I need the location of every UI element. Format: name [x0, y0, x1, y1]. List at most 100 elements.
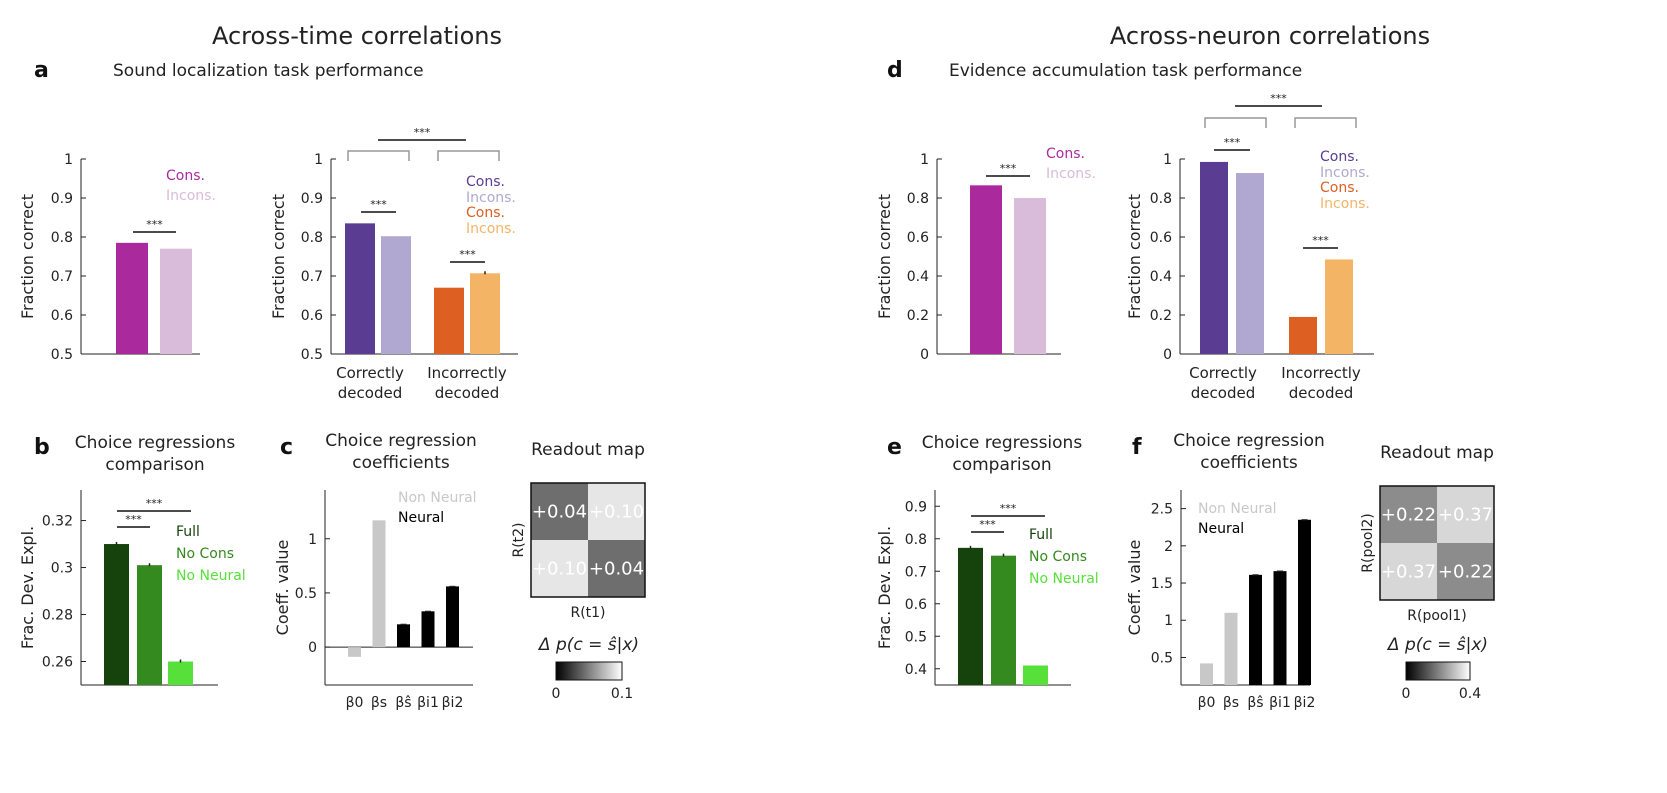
x-category-label: βi1: [417, 695, 439, 711]
significance-stars: ***: [1312, 234, 1329, 247]
x-category-label: βi2: [442, 695, 464, 711]
y-tick-label: 0.32: [42, 514, 73, 530]
y-tick-label: 0.7: [301, 269, 323, 285]
y-tick-label: 0.4: [1150, 269, 1172, 285]
y-tick-label: 0.9: [905, 499, 927, 515]
colorbar-tick: 0: [552, 686, 561, 702]
bar: [1023, 665, 1048, 685]
bar: [1249, 574, 1262, 685]
bar: [1298, 519, 1311, 685]
y-tick-label: 0.2: [907, 308, 929, 324]
y-tick-label: 0.26: [42, 655, 73, 671]
bar: [160, 248, 192, 354]
y-tick-label: 0: [920, 347, 929, 363]
legend-entry: No Cons: [1029, 549, 1087, 565]
panel-letter-b: b: [34, 435, 50, 460]
heatmap-y-label: R(pool2): [1360, 513, 1376, 572]
legend-entry: No Neural: [1029, 571, 1099, 587]
bar: [168, 661, 193, 685]
heatmap-cell-value: +0.10: [532, 559, 587, 580]
bar: [1224, 612, 1238, 685]
heatmap-title: Readout map: [531, 440, 645, 460]
significance-stars: ***: [146, 218, 163, 231]
bar: [1236, 173, 1264, 354]
legend-entry: Incons.: [1320, 165, 1370, 181]
panel-letter-d: d: [887, 58, 903, 83]
heatmap-cell-value: +0.37: [1438, 505, 1493, 526]
bar: [104, 544, 129, 685]
panel-d_right: 0 0.2 0.4 0.6 0.8 1 Fraction correct Correctly d…: [1125, 92, 1374, 402]
y-tick-label: 1: [1163, 152, 1172, 168]
heatmap-border: [1379, 485, 1495, 601]
panel-d_left: 0 0.2 0.4 0.6 0.8 1 Fraction correct d Evidence …: [875, 58, 1302, 363]
bar: [470, 273, 500, 354]
y-tick-label: 0.5: [295, 586, 317, 602]
colorbar-tick: 0: [1402, 686, 1411, 702]
panel-letter-e: e: [887, 435, 902, 460]
legend-entry: Non Neural: [1198, 501, 1277, 517]
x-category-label: βŝ: [395, 695, 411, 711]
bar: [446, 586, 459, 648]
colorbar: [1405, 661, 1471, 681]
x-category-label: β0: [1198, 695, 1216, 711]
significance-stars: ***: [1270, 92, 1287, 105]
panel-title: Sound localization task performance: [113, 61, 424, 81]
y-tick-label: 0: [1163, 347, 1172, 363]
y-axis-label: Fraction correct: [18, 194, 37, 319]
bar: [958, 547, 983, 685]
colorbar-label: Δ p(c = ŝ|x): [537, 635, 639, 655]
y-tick-label: 0.9: [301, 191, 323, 207]
bar: [1325, 259, 1353, 354]
x-category-label: Incorrectly: [427, 364, 507, 382]
x-category-label: Correctly: [336, 364, 404, 382]
x-category-label: βŝ: [1247, 695, 1263, 711]
heatmap-cell: [531, 540, 588, 597]
y-axis-label: Fraction correct: [875, 194, 894, 319]
heatmap-cell-value: +0.37: [1381, 562, 1436, 583]
y-tick-label: 1: [64, 152, 73, 168]
heatmap-cell: [588, 483, 645, 540]
y-tick-label: 0.2: [1150, 308, 1172, 324]
heatmap-cell-value: +0.04: [589, 559, 644, 580]
panel-e: 0.4 0.5 0.6 0.7 0.8 0.9 Frac. Dev. Expl. e Choic…: [875, 433, 1099, 686]
heatmap-title: Readout map: [1380, 443, 1494, 463]
colorbar: [555, 661, 623, 681]
y-tick-label: 1: [920, 152, 929, 168]
legend-entry: Non Neural: [398, 490, 477, 506]
panel-c: 0 0.5 1 Coeff. value β0 βs βŝ βi1 βi2 c Choice reg…: [273, 431, 477, 711]
legend-entry: Cons.: [166, 168, 205, 184]
panel-title: comparison: [952, 455, 1051, 475]
significance-stars: ***: [1224, 136, 1241, 149]
panel-title: Choice regression: [325, 431, 477, 451]
panel-f: 0.5 1 1.5 2 2.5 Coeff. value β0 βs βŝ βi1 βi2 f Choi…: [1125, 431, 1325, 711]
panel-letter-f: f: [1132, 435, 1142, 460]
heatmap-border: [530, 482, 646, 598]
panel-letter-c: c: [280, 435, 293, 460]
heatmap-x-label: R(pool1): [1407, 608, 1466, 624]
y-tick-label: 0.8: [905, 532, 927, 548]
y-tick-label: 0.6: [905, 597, 927, 613]
heatmap-x-label: R(t1): [570, 605, 605, 621]
heatmap-cell: [588, 540, 645, 597]
y-tick-label: 0.4: [907, 269, 929, 285]
y-tick-label: 0.6: [907, 230, 929, 246]
bar: [1014, 198, 1046, 354]
x-category-label: decoded: [1191, 384, 1255, 402]
y-axis-label: Frac. Dev. Expl.: [18, 526, 37, 649]
panel-a_right: 0.5 0.6 0.7 0.8 0.9 1 Fraction correct Correctl…: [269, 126, 518, 402]
panel-letter-a: a: [34, 58, 49, 83]
legend-entry: Full: [1029, 527, 1053, 543]
right-section-title: Across-neuron correlations: [1110, 22, 1430, 50]
heatmap-cell: [1380, 486, 1437, 543]
legend-entry: Cons.: [466, 174, 505, 190]
bar: [137, 565, 162, 685]
panel-a_left: 0.5 0.6 0.7 0.8 0.9 1 Fraction correct a Sound l…: [18, 58, 424, 363]
panel-title: Choice regressions: [922, 433, 1083, 453]
y-axis-label: Frac. Dev. Expl.: [875, 526, 894, 649]
group-bracket: [1294, 117, 1357, 128]
y-tick-label: 1.5: [1151, 576, 1173, 592]
heatmap-cell: [1437, 543, 1494, 600]
